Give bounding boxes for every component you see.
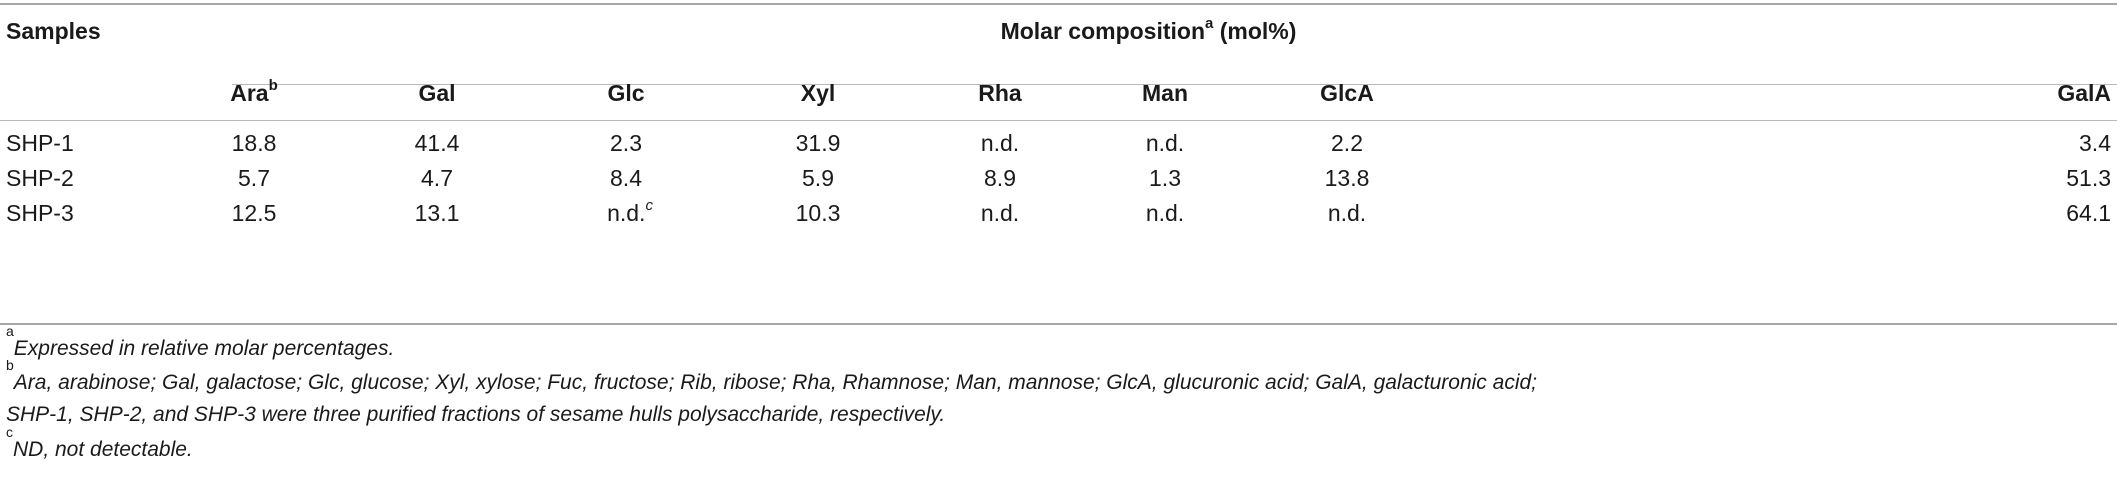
table-cell: n.d. bbox=[980, 130, 1020, 156]
table-cell: 2.2 bbox=[1331, 130, 1363, 156]
column-header-xyl: Xyl bbox=[800, 80, 836, 106]
table-cell: 41.4 bbox=[414, 130, 460, 156]
column-header-glca: GlcA bbox=[1320, 80, 1374, 106]
group-header-sup: a bbox=[1205, 15, 1214, 33]
table-cell: 10.3 bbox=[795, 200, 841, 226]
column-header-man: Man bbox=[1142, 80, 1188, 106]
table-cell: 1.3 bbox=[1149, 165, 1181, 191]
table-cell: 8.4 bbox=[610, 165, 642, 191]
column-header-sup: b bbox=[268, 77, 278, 95]
header-bottom-rule bbox=[0, 120, 2117, 121]
table-cell: 2.3 bbox=[610, 130, 642, 156]
sample-label: SHP-1 bbox=[6, 130, 74, 156]
table-cell: 13.1 bbox=[414, 200, 460, 226]
table-cell: 64.1 bbox=[2066, 200, 2111, 226]
footnote-b: bAra, arabinose; Gal, galactose; Glc, gl… bbox=[6, 358, 1538, 397]
table-cell: 18.8 bbox=[231, 130, 277, 156]
footnote-c: cND, not detectable. bbox=[6, 425, 193, 464]
table-cell: n.d. bbox=[1327, 200, 1367, 226]
table-cell: 13.8 bbox=[1324, 165, 1370, 191]
footnote-mark: c bbox=[6, 424, 13, 440]
footnote-text: Expressed in relative molar percentages. bbox=[13, 337, 395, 360]
footnote-text: ND, not detectable. bbox=[13, 438, 193, 461]
table-cell-value: n.d. bbox=[607, 200, 646, 226]
table-cell: 3.4 bbox=[2079, 130, 2111, 156]
sample-label: SHP-3 bbox=[6, 200, 74, 226]
column-header-label: Ara bbox=[230, 80, 269, 106]
group-header-unit: (mol%) bbox=[1219, 18, 1297, 44]
column-header-rha: Rha bbox=[978, 80, 1022, 106]
column-header-glc: Glc bbox=[607, 80, 645, 106]
column-header-gal: Gal bbox=[418, 80, 456, 106]
table-top-rule bbox=[0, 3, 2117, 5]
footnote-a: aExpressed in relative molar percentages… bbox=[6, 324, 395, 363]
table-bottom-rule bbox=[0, 323, 2117, 325]
footnote-mark: a bbox=[6, 323, 14, 339]
column-header-gala: GalA bbox=[2057, 80, 2111, 106]
footnote-b-continued: SHP-1, SHP-2, and SHP-3 were three purif… bbox=[6, 403, 946, 426]
table-cell-with-note: n.d.c bbox=[607, 197, 653, 227]
table-cell: 51.3 bbox=[2066, 165, 2111, 191]
cell-footnote-sup: c bbox=[645, 197, 653, 215]
table-cell: 5.7 bbox=[238, 165, 270, 191]
table-cell: 31.9 bbox=[795, 130, 841, 156]
footnote-mark: b bbox=[6, 357, 14, 373]
group-underline-rule bbox=[232, 84, 2117, 85]
footnote-text: Ara, arabinose; Gal, galactose; Glc, glu… bbox=[13, 371, 1538, 394]
samples-header: Samples bbox=[6, 18, 101, 44]
table-cell: n.d. bbox=[1145, 200, 1185, 226]
group-header-label: Molar composition bbox=[1000, 18, 1206, 44]
table-cell: 12.5 bbox=[231, 200, 277, 226]
table-cell: n.d. bbox=[980, 200, 1020, 226]
column-header-ara: Arab bbox=[230, 77, 278, 107]
sample-label: SHP-2 bbox=[6, 165, 74, 191]
table-cell: n.d. bbox=[1145, 130, 1185, 156]
table-cell: 5.9 bbox=[802, 165, 834, 191]
table-cell: 4.7 bbox=[421, 165, 453, 191]
table-cell: 8.9 bbox=[984, 165, 1016, 191]
molar-composition-header: Molar compositiona (mol%) bbox=[0, 15, 2117, 45]
